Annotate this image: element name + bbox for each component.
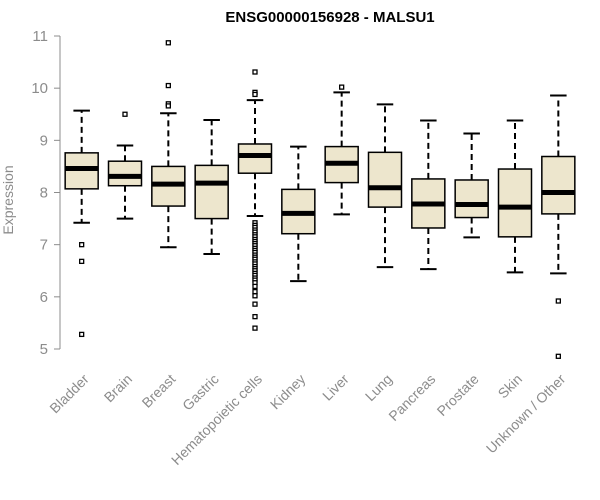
x-tick-label-skin: Skin bbox=[495, 371, 526, 402]
x-tick-label-prostate: Prostate bbox=[434, 371, 482, 419]
y-tick-label: 6 bbox=[40, 289, 48, 306]
outlier-point bbox=[252, 293, 258, 299]
y-axis-label: Expression bbox=[0, 165, 16, 234]
x-tick-label-brain: Brain bbox=[101, 371, 135, 405]
box-unknown-other bbox=[541, 94, 576, 359]
outlier-point bbox=[339, 84, 345, 90]
outlier-point bbox=[252, 69, 258, 75]
box-liver bbox=[324, 84, 359, 216]
box-iqr bbox=[541, 155, 576, 215]
x-tick-label-pancreas: Pancreas bbox=[385, 371, 438, 424]
outlier-point bbox=[252, 91, 258, 98]
box-prostate bbox=[454, 132, 489, 239]
box-series bbox=[64, 40, 576, 359]
box-hematopoietic-cells bbox=[237, 69, 273, 331]
outlier-point bbox=[252, 283, 258, 290]
y-axis: 5 6 7 8 9 10 11 bbox=[31, 28, 61, 358]
x-tick-label-bladder: Bladder bbox=[46, 371, 92, 417]
outlier-point bbox=[79, 331, 85, 338]
x-tick-label-gastric: Gastric bbox=[179, 371, 222, 414]
y-tick-label: 8 bbox=[40, 185, 48, 202]
box-iqr bbox=[194, 164, 229, 220]
y-tick-label: 7 bbox=[40, 237, 48, 254]
box-pancreas bbox=[411, 119, 446, 271]
x-tick-label-liver: Liver bbox=[319, 371, 352, 404]
outlier-point bbox=[122, 111, 128, 117]
box-breast bbox=[151, 40, 186, 249]
box-iqr bbox=[454, 179, 489, 219]
outlier-point bbox=[79, 258, 85, 265]
box-gastric bbox=[194, 118, 229, 256]
y-tick-label: 11 bbox=[32, 28, 48, 45]
outlier-point bbox=[555, 298, 561, 304]
y-tick-label: 10 bbox=[31, 80, 48, 97]
box-iqr bbox=[107, 160, 143, 187]
y-tick-label: 5 bbox=[40, 341, 48, 358]
outlier-point bbox=[252, 314, 258, 320]
box-kidney bbox=[281, 145, 316, 283]
y-tick-label: 9 bbox=[40, 132, 48, 149]
box-iqr bbox=[367, 151, 403, 208]
x-tick-label-unknown-other: Unknown / Other bbox=[483, 371, 569, 457]
outlier-point bbox=[252, 325, 258, 331]
outlier-point bbox=[165, 103, 171, 109]
outlier-point bbox=[252, 301, 258, 307]
box-iqr bbox=[237, 143, 273, 174]
outlier-point bbox=[165, 40, 171, 46]
outlier-point bbox=[165, 82, 171, 89]
x-tick-label-lung: Lung bbox=[362, 371, 395, 404]
chart-title: ENSG00000156928 - MALSU1 bbox=[225, 9, 434, 26]
x-tick-label-kidney: Kidney bbox=[267, 371, 309, 413]
box-brain bbox=[107, 111, 143, 220]
outlier-point bbox=[555, 353, 561, 359]
box-bladder bbox=[64, 109, 99, 338]
outlier-point bbox=[79, 242, 85, 248]
box-skin bbox=[497, 119, 533, 274]
x-tick-label-breast: Breast bbox=[139, 371, 179, 411]
box-lung bbox=[367, 103, 403, 269]
box-iqr bbox=[497, 168, 533, 238]
outlier-point bbox=[252, 288, 258, 295]
